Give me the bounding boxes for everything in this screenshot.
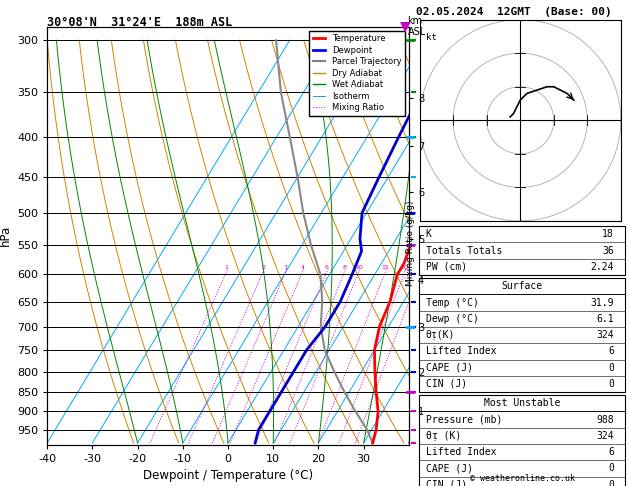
Text: Most Unstable: Most Unstable bbox=[484, 399, 560, 408]
Bar bbox=[420, 278, 625, 392]
Text: 18: 18 bbox=[603, 229, 614, 239]
Y-axis label: hPa: hPa bbox=[0, 225, 11, 246]
Text: 2.24: 2.24 bbox=[591, 262, 614, 272]
Text: PW (cm): PW (cm) bbox=[426, 262, 467, 272]
Text: Dewp (°C): Dewp (°C) bbox=[426, 314, 479, 324]
Text: Lifted Index: Lifted Index bbox=[426, 447, 496, 457]
Bar bbox=[420, 395, 625, 486]
Text: kt: kt bbox=[426, 33, 437, 42]
Text: θᴉ (K): θᴉ (K) bbox=[426, 431, 461, 441]
Text: Totals Totals: Totals Totals bbox=[426, 245, 502, 256]
Legend: Temperature, Dewpoint, Parcel Trajectory, Dry Adiabat, Wet Adiabat, Isotherm, Mi: Temperature, Dewpoint, Parcel Trajectory… bbox=[309, 31, 404, 116]
Text: km
ASL: km ASL bbox=[408, 16, 426, 37]
X-axis label: Dewpoint / Temperature (°C): Dewpoint / Temperature (°C) bbox=[143, 469, 313, 482]
Text: 6.1: 6.1 bbox=[596, 314, 614, 324]
Text: 0: 0 bbox=[608, 363, 614, 373]
Text: Lifted Index: Lifted Index bbox=[426, 347, 496, 356]
Text: CAPE (J): CAPE (J) bbox=[426, 464, 473, 473]
Text: 4: 4 bbox=[301, 265, 304, 270]
Text: 31.9: 31.9 bbox=[591, 297, 614, 308]
Text: 0: 0 bbox=[608, 480, 614, 486]
Text: θᴉ(K): θᴉ(K) bbox=[426, 330, 455, 340]
Text: CAPE (J): CAPE (J) bbox=[426, 363, 473, 373]
Text: 324: 324 bbox=[596, 431, 614, 441]
Text: 1: 1 bbox=[225, 265, 228, 270]
Text: ▼: ▼ bbox=[401, 19, 411, 34]
Text: 6: 6 bbox=[608, 447, 614, 457]
Text: 02.05.2024  12GMT  (Base: 00): 02.05.2024 12GMT (Base: 00) bbox=[416, 7, 612, 17]
Text: Surface: Surface bbox=[501, 281, 543, 291]
Text: 6: 6 bbox=[325, 265, 328, 270]
Text: 15: 15 bbox=[382, 265, 389, 270]
Text: CIN (J): CIN (J) bbox=[426, 480, 467, 486]
Text: K: K bbox=[426, 229, 431, 239]
Text: 324: 324 bbox=[596, 330, 614, 340]
Text: 8: 8 bbox=[343, 265, 347, 270]
Text: 20: 20 bbox=[401, 265, 409, 270]
Text: 3: 3 bbox=[284, 265, 287, 270]
Text: CIN (J): CIN (J) bbox=[426, 379, 467, 389]
Bar bbox=[420, 226, 625, 275]
Text: 2: 2 bbox=[261, 265, 265, 270]
Text: 0: 0 bbox=[608, 379, 614, 389]
Text: 36: 36 bbox=[603, 245, 614, 256]
Text: 10: 10 bbox=[355, 265, 363, 270]
Text: 988: 988 bbox=[596, 415, 614, 425]
Text: © weatheronline.co.uk: © weatheronline.co.uk bbox=[470, 474, 574, 484]
Text: 6: 6 bbox=[608, 347, 614, 356]
Text: 0: 0 bbox=[608, 464, 614, 473]
Text: 30°08'N  31°24'E  188m ASL: 30°08'N 31°24'E 188m ASL bbox=[47, 16, 233, 29]
Text: Pressure (mb): Pressure (mb) bbox=[426, 415, 502, 425]
Text: Mixing Ratio (g/kg): Mixing Ratio (g/kg) bbox=[406, 200, 415, 286]
Text: Temp (°C): Temp (°C) bbox=[426, 297, 479, 308]
